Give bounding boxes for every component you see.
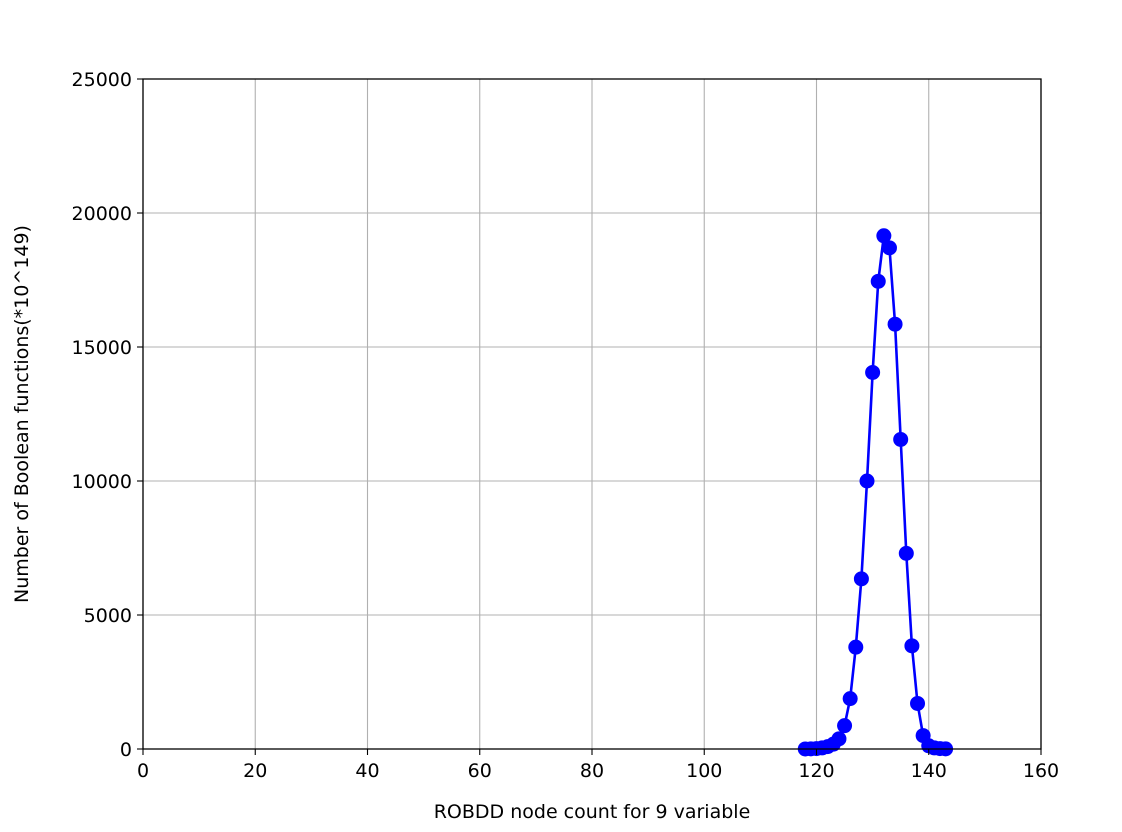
x-tick-label: 60 [468, 760, 492, 782]
series-layer [797, 228, 954, 757]
data-point [893, 431, 909, 447]
x-tick-label: 160 [1023, 760, 1059, 782]
x-tick-label: 80 [580, 760, 604, 782]
y-axis-label: Number of Boolean functions(*10^149) [11, 225, 33, 603]
ticks: 0 20 40 60 80 100 120 140 160 0 5000 10000 15000 2000… [72, 69, 1060, 782]
x-tick-label: 20 [243, 760, 267, 782]
data-point [910, 695, 926, 711]
data-point [831, 731, 847, 747]
data-point [842, 691, 858, 707]
x-tick-label: 100 [686, 760, 722, 782]
data-point [853, 571, 869, 587]
data-point [898, 545, 914, 561]
data-point [865, 364, 881, 380]
data-point [859, 473, 875, 489]
data-point [881, 240, 897, 256]
y-tick-label: 0 [120, 739, 132, 761]
x-tick-label: 40 [355, 760, 379, 782]
y-tick-label: 25000 [72, 69, 132, 91]
data-point [876, 228, 892, 244]
x-axis-label: ROBDD node count for 9 variable [434, 801, 751, 823]
y-tick-label: 5000 [84, 605, 132, 627]
y-tick-label: 20000 [72, 203, 132, 225]
data-point [870, 273, 886, 289]
data-point [887, 316, 903, 332]
x-tick-label: 0 [137, 760, 149, 782]
x-tick-label: 120 [798, 760, 834, 782]
data-point [904, 638, 920, 654]
data-point [848, 639, 864, 655]
data-point [837, 718, 853, 734]
x-tick-label: 140 [911, 760, 947, 782]
y-tick-label: 10000 [72, 471, 132, 493]
y-tick-label: 15000 [72, 337, 132, 359]
